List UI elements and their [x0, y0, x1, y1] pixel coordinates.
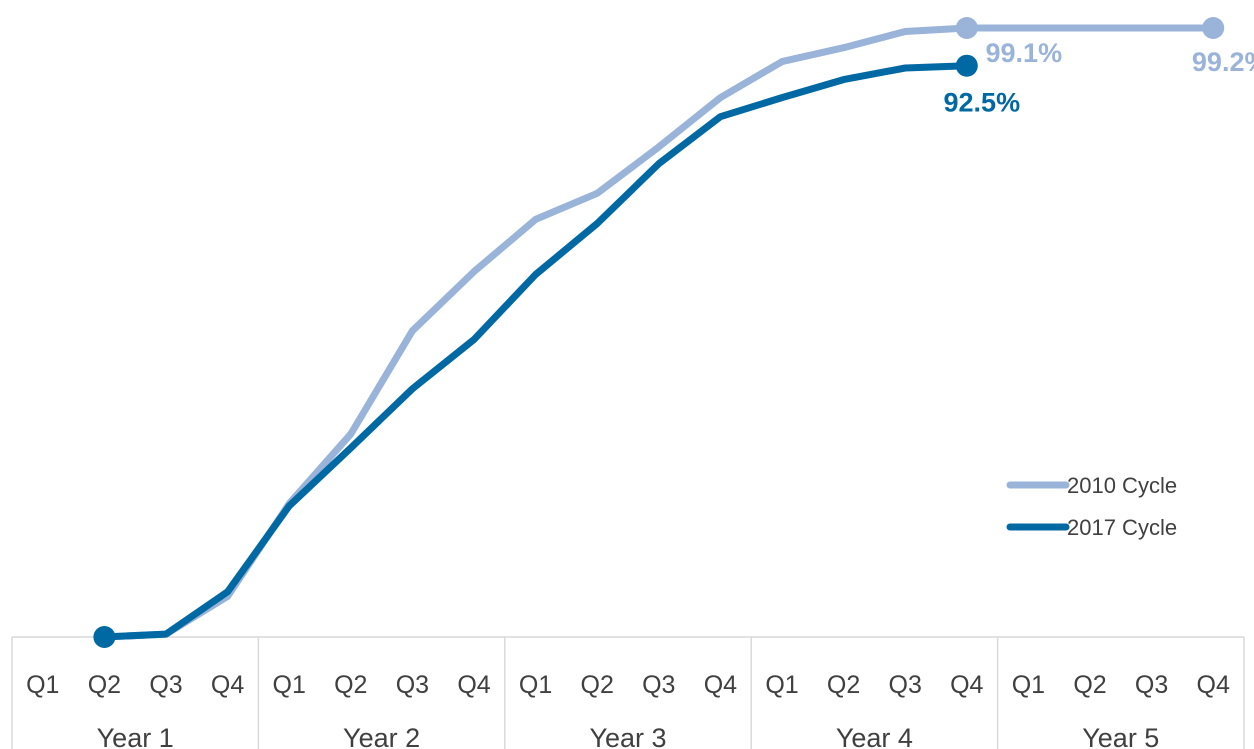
x-tick-label: Q3 — [642, 671, 675, 699]
category-axis: Q1 Q2 Q3 Q4 Q1 Q2 Q3 Q4 Q1 Q2 Q3 Q4 Q1 Q2 Q3 Q4 Q1 Q2 Q3 Q4… — [11, 636, 1245, 749]
year-group-label: Year 3 — [589, 723, 666, 749]
data-label: 92.5% — [944, 88, 1021, 118]
x-tick-label: Q1 — [273, 671, 306, 699]
year-group-label: Year 2 — [343, 723, 420, 749]
x-tick-label: Q2 — [1073, 671, 1106, 699]
data-point-marker — [93, 626, 116, 648]
data-point-marker — [955, 17, 978, 39]
x-tick-label: Q2 — [334, 671, 367, 699]
x-tick-label: Q1 — [1012, 671, 1045, 699]
x-tick-label: Q3 — [149, 671, 182, 699]
x-tick-label: Q2 — [827, 671, 860, 699]
data-point-marker — [1202, 17, 1225, 39]
legend: 2010 Cycle 2017 Cycle — [1006, 473, 1177, 540]
x-tick-label: Q3 — [889, 671, 922, 699]
x-tick-label: Q4 — [704, 671, 737, 699]
x-tick-label: Q1 — [26, 671, 59, 699]
series-layer — [93, 17, 1225, 648]
x-tick-label: Q4 — [1197, 671, 1230, 699]
x-tick-label: Q4 — [457, 671, 490, 699]
x-tick-label: Q2 — [88, 671, 121, 699]
year-group-label: Year 1 — [97, 723, 174, 749]
x-tick-label: Q4 — [211, 671, 244, 699]
series-line-2010-cycle — [100, 24, 1217, 641]
x-tick-label: Q1 — [519, 671, 552, 699]
x-tick-label: Q4 — [950, 671, 983, 699]
data-label: 99.2% — [1192, 47, 1254, 77]
legend-label: 2010 Cycle — [1067, 473, 1177, 498]
legend-label: 2017 Cycle — [1067, 515, 1177, 540]
year-group-label: Year 4 — [836, 723, 913, 749]
x-tick-label: Q3 — [396, 671, 429, 699]
data-label: 99.1% — [986, 38, 1063, 68]
x-tick-label: Q1 — [765, 671, 798, 699]
year-group-label: Year 5 — [1082, 723, 1159, 749]
x-tick-label: Q2 — [581, 671, 614, 699]
x-tick-label: Q3 — [1135, 671, 1168, 699]
data-point-marker — [955, 54, 978, 77]
series-line-2017-cycle — [100, 62, 971, 641]
data-labels: 99.1% 99.2% 92.5% — [944, 38, 1254, 118]
